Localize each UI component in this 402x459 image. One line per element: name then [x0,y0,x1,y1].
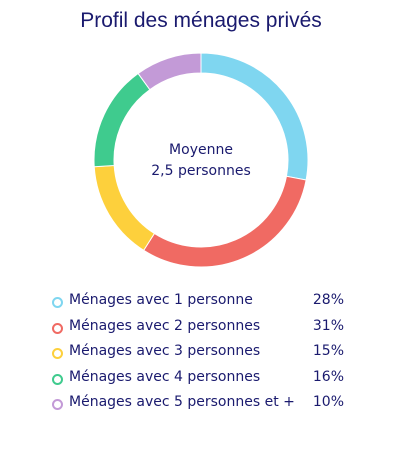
legend-item-4: Ménages avec 4 personnes 16% [52,369,352,395]
donut-chart [93,52,309,268]
legend-marker-1 [52,297,63,308]
legend-value-4: 16% [312,368,344,385]
legend-label-2: Ménages avec 2 personnes [69,317,261,334]
center-label-value: 2,5 personnes [151,163,251,179]
legend-marker-3 [52,348,63,359]
legend-marker-2 [52,322,63,334]
legend-label-1: Ménages avec 1 personne [69,292,253,308]
legend-label-3: Ménages avec 3 personnes [69,343,261,359]
legend-marker-5 [52,399,63,410]
legend-value-2: 31% [312,317,344,334]
donut-slices [93,52,309,268]
legend-label-4: Ménages avec 4 personnes [69,368,261,385]
legend: Ménages avec 1 personne 28% Ménages avec… [52,292,352,420]
legend-item-2: Ménages avec 2 personnes 31% [52,318,352,344]
legend-item-1: Ménages avec 1 personne 28% [52,292,352,318]
legend-item-5: Ménages avec 5 personnes et + 10% [52,394,352,420]
donut-slice-5 [137,52,202,91]
legend-marker-4 [52,373,63,385]
donut-slice-1 [200,52,309,181]
legend-label-5: Ménages avec 5 personnes et + [69,394,295,410]
center-label-title: Moyenne [169,142,233,158]
chart-title: Profil des ménages privés [80,9,322,32]
legend-value-3: 15% [312,343,344,359]
donut-slice-2 [142,175,307,268]
legend-item-3: Ménages avec 3 personnes 15% [52,343,352,369]
legend-value-5: 10% [312,394,344,410]
legend-value-1: 28% [312,292,344,308]
